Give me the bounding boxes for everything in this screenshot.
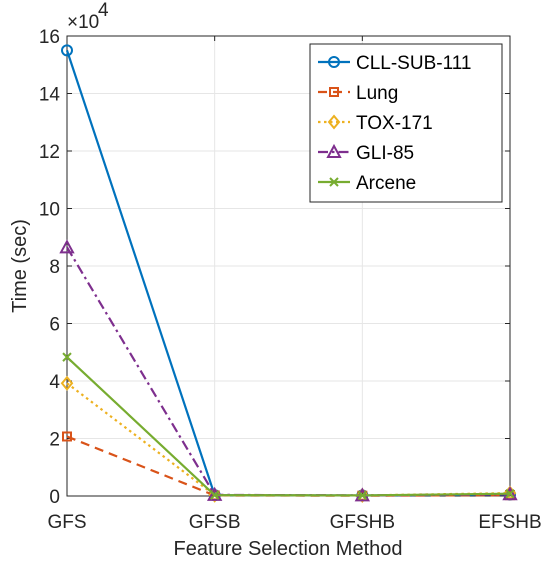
- x-tick-label: GFSB: [189, 512, 241, 533]
- data-point-cll-sub-111: [61, 44, 73, 57]
- y-tick-label: 14: [39, 85, 61, 106]
- y-tick-label: 0: [49, 487, 60, 508]
- legend-label: TOX-171: [356, 113, 433, 134]
- y-axis-title: Time (sec): [9, 219, 31, 313]
- y-tick-label: 8: [49, 257, 60, 278]
- legend-item-arcene: Arcene: [318, 173, 416, 194]
- y-axis: 0 2 4 6 8 10 12 14 16: [39, 27, 510, 508]
- legend-label: GLI-85: [356, 143, 414, 164]
- y-tick-label: 4: [49, 372, 60, 393]
- legend: CLL-SUB-111 Lung TOX-171 GLI-85 Arcene: [309, 43, 503, 203]
- x-tick-label: GFSHB: [330, 512, 395, 533]
- legend-marker: [329, 177, 339, 187]
- data-point-tox-171: [60, 375, 74, 391]
- legend-item-gli-85: GLI-85: [318, 143, 414, 164]
- legend-marker: [328, 56, 340, 68]
- legend-label: Lung: [356, 83, 398, 104]
- x-axis-title: Feature Selection Method: [173, 538, 402, 560]
- data-point-lung: [62, 431, 72, 442]
- y-tick-label: 10: [39, 200, 60, 221]
- y-tick-label: 16: [39, 27, 60, 48]
- legend-marker: [327, 114, 341, 130]
- y-exponent-base: ×10: [67, 12, 99, 33]
- series-line-tox-171: [66, 382, 511, 497]
- series-line-gli-85: [66, 246, 511, 497]
- data-point-gli-85: [59, 239, 75, 254]
- y-exponent-power: 4: [98, 0, 109, 21]
- series-lung: [62, 431, 515, 501]
- y-exponent-label: ×10 4: [67, 0, 109, 33]
- legend-item-lung: Lung: [318, 83, 398, 104]
- series-arcene: [62, 352, 515, 501]
- series-lines: [59, 44, 518, 503]
- legend-item-cll-sub-111: CLL-SUB-111: [318, 53, 471, 74]
- y-tick-label: 12: [39, 142, 60, 163]
- y-tick-label: 2: [49, 430, 60, 451]
- x-axis: GFS GFSB GFSHB EFSHB: [47, 36, 542, 533]
- legend-marker: [329, 87, 339, 97]
- series-line-lung: [66, 435, 511, 497]
- legend-label: CLL-SUB-111: [356, 53, 471, 74]
- data-point-arcene: [357, 490, 368, 501]
- data-point-arcene: [505, 488, 515, 499]
- data-point-arcene: [62, 352, 72, 362]
- series-line-arcene: [66, 356, 511, 497]
- data-point-arcene: [209, 490, 220, 500]
- series-tox-171: [60, 375, 517, 503]
- legend-marker: [326, 143, 342, 158]
- legend-item-tox-171: TOX-171: [318, 113, 433, 134]
- legend-label: Arcene: [356, 173, 416, 194]
- y-tick-label: 6: [49, 315, 60, 336]
- x-tick-label: EFSHB: [478, 512, 541, 533]
- x-tick-label: GFS: [47, 512, 86, 533]
